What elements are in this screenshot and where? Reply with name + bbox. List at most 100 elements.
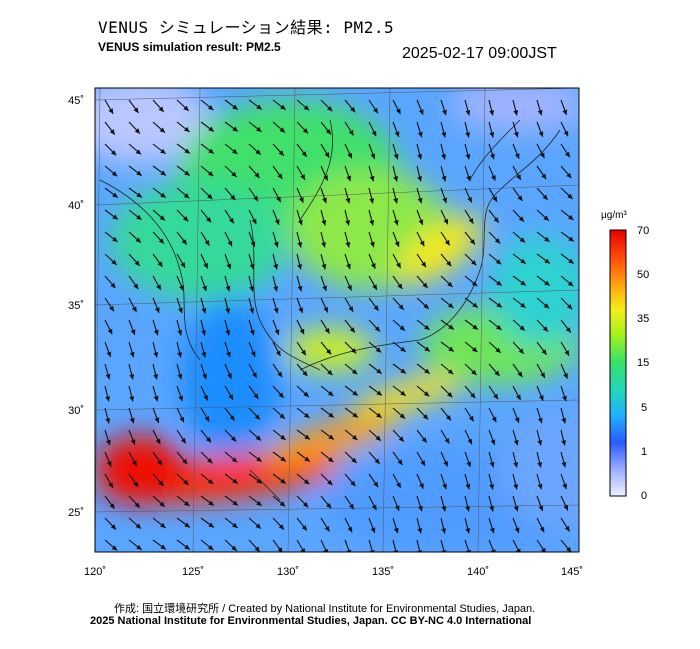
wind-arrow-head — [131, 306, 137, 313]
wind-arrow-head — [254, 546, 260, 552]
wind-arrow-head — [105, 439, 111, 446]
wind-arrow-head — [424, 368, 430, 374]
wind-arrow-head — [129, 396, 135, 402]
wind-arrow-head — [441, 505, 447, 512]
wind-arrow-head — [375, 435, 381, 441]
wind-arrow-head — [376, 390, 382, 396]
wind-arrow-head — [470, 392, 476, 399]
wind-arrow-head — [321, 219, 327, 226]
wind-arrow-head — [207, 457, 213, 464]
wind-arrow-head — [468, 415, 474, 422]
wind-arrow-head — [132, 460, 137, 467]
wind-arrow-head — [228, 394, 234, 400]
wind-arrow-head — [567, 281, 574, 287]
wind-arrow-head — [177, 373, 183, 380]
wind-arrow-head — [231, 545, 237, 551]
wind-arrow-head — [112, 192, 118, 198]
wind-arrow-head — [109, 129, 115, 135]
wind-arrow-head — [323, 306, 328, 313]
wind-arrow-head — [202, 373, 207, 380]
wind-arrow-head — [208, 522, 214, 528]
wind-arrow-head — [273, 286, 279, 292]
wind-arrow-head — [562, 395, 567, 402]
wind-arrow-head — [297, 242, 303, 248]
wind-arrow-head — [444, 239, 450, 246]
wind-arrow-head — [153, 374, 159, 380]
wind-arrow-head — [443, 218, 449, 225]
wind-arrow-head — [184, 544, 190, 550]
wind-arrow-head — [442, 483, 447, 490]
wind-arrow-head — [153, 352, 159, 358]
wind-arrow-head — [324, 525, 330, 532]
wind-arrow-head — [394, 241, 400, 247]
wind-arrow-head — [471, 259, 477, 266]
wind-arrow-head — [322, 197, 327, 204]
wind-arrow-head — [515, 394, 521, 401]
wind-arrow-head — [158, 238, 165, 244]
wind-arrow-head — [249, 263, 255, 270]
lat-label: 40˚ — [68, 200, 84, 212]
wind-arrow-head — [495, 259, 502, 265]
wind-arrow-head — [133, 283, 139, 290]
wind-arrow-head — [422, 414, 429, 420]
wind-arrow-head — [443, 460, 448, 467]
wind-arrow-head — [111, 545, 118, 551]
license-text: 2025 National Institute for Environmenta… — [90, 615, 532, 627]
wind-arrow-head — [277, 371, 283, 378]
wind-arrow-head — [230, 194, 236, 201]
wind-arrow-head — [302, 502, 309, 508]
wind-arrow-head — [372, 284, 377, 290]
wind-arrow-head — [322, 285, 327, 292]
wind-arrow-head — [489, 110, 495, 116]
wind-arrow-head — [441, 154, 447, 160]
wind-arrow-head — [568, 214, 574, 220]
lon-label: 130˚ — [277, 566, 299, 578]
wind-arrow-head — [181, 239, 187, 245]
wind-arrow-head — [561, 440, 567, 446]
wind-arrow-head — [207, 104, 214, 111]
wind-arrow-head — [448, 302, 454, 309]
wind-arrow-head — [513, 439, 519, 446]
colorbar-scale — [609, 229, 627, 497]
wind-arrow-head — [520, 280, 526, 286]
wind-arrow-head — [538, 131, 544, 137]
wind-arrow-head — [106, 461, 112, 467]
lon-label: 145˚ — [561, 566, 583, 578]
wind-arrow-head — [371, 504, 377, 511]
wind-arrow-head — [156, 284, 161, 290]
wind-arrow-head — [466, 549, 471, 552]
wind-arrow-head — [280, 478, 286, 484]
wind-arrow-head — [513, 505, 519, 512]
wind-arrow-head — [490, 439, 496, 445]
wind-arrow-head — [520, 258, 526, 264]
wind-arrow-head — [419, 240, 425, 247]
wind-arrow-head — [514, 417, 520, 423]
wind-arrow-head — [421, 437, 427, 443]
wind-arrow-head — [418, 219, 424, 225]
wind-arrow-head — [251, 218, 257, 225]
wind-arrow-head — [304, 434, 310, 440]
wind-arrow-head — [225, 330, 231, 336]
wind-arrow-head — [564, 350, 570, 356]
wind-arrow-head — [208, 148, 214, 154]
wind-arrow-head — [465, 109, 471, 116]
wind-arrow-head — [182, 216, 189, 222]
wind-arrow-head — [106, 351, 112, 357]
wind-arrow-head — [136, 170, 142, 176]
wind-arrow-head — [373, 305, 379, 311]
wind-arrow-head — [466, 175, 471, 182]
wind-arrow-head — [159, 501, 165, 507]
wind-arrow-head — [112, 236, 118, 242]
wind-arrow-head — [396, 482, 401, 489]
wind-arrow-head — [346, 263, 351, 270]
wind-arrow-head — [179, 285, 184, 291]
wind-arrow-head — [226, 263, 232, 270]
wind-arrow — [440, 539, 445, 552]
wind-arrow-head — [350, 348, 357, 354]
wind-arrow-head — [183, 479, 189, 486]
wind-arrow-head — [129, 417, 135, 424]
map-frame — [94, 87, 580, 553]
wind-arrow-head — [255, 149, 261, 155]
wind-arrow-head — [397, 283, 403, 290]
